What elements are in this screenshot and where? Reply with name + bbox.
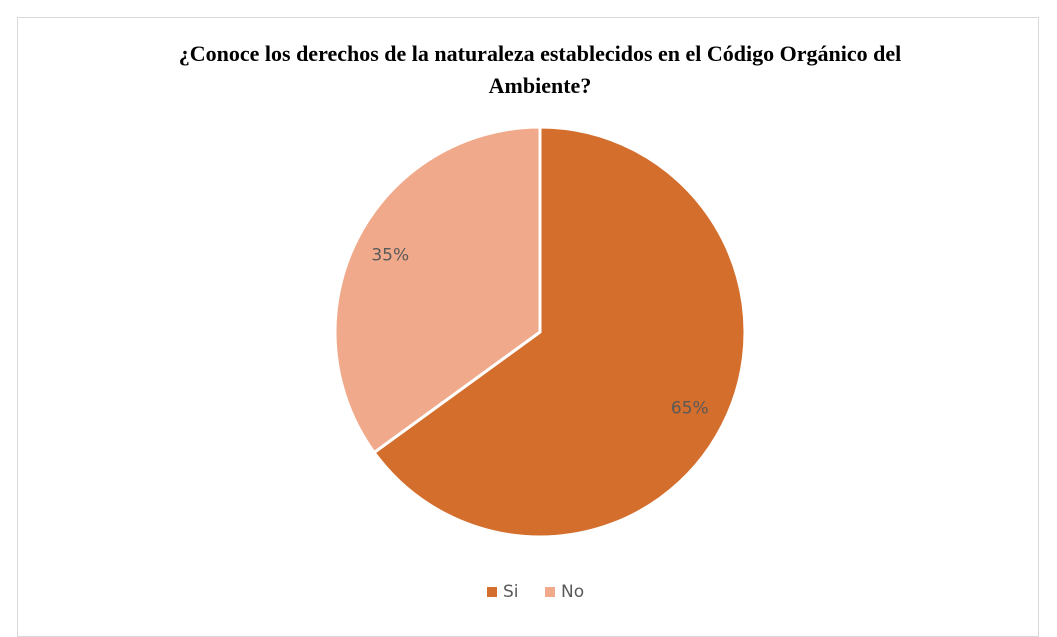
legend-label: No	[561, 582, 584, 602]
legend-swatch	[545, 587, 555, 597]
chart: 65% 35% Si No	[333, 125, 747, 602]
pie-slice	[372, 125, 747, 539]
data-label: 65%	[671, 398, 709, 418]
pie-slice	[333, 125, 542, 455]
chart-title: ¿Conoce los derechos de la naturaleza es…	[178, 41, 902, 98]
data-label: 35%	[371, 246, 409, 266]
page: ¿Conoce los derechos de la naturaleza es…	[17, 17, 1039, 637]
legend-swatch	[487, 587, 497, 597]
legend-label: Si	[503, 582, 519, 602]
